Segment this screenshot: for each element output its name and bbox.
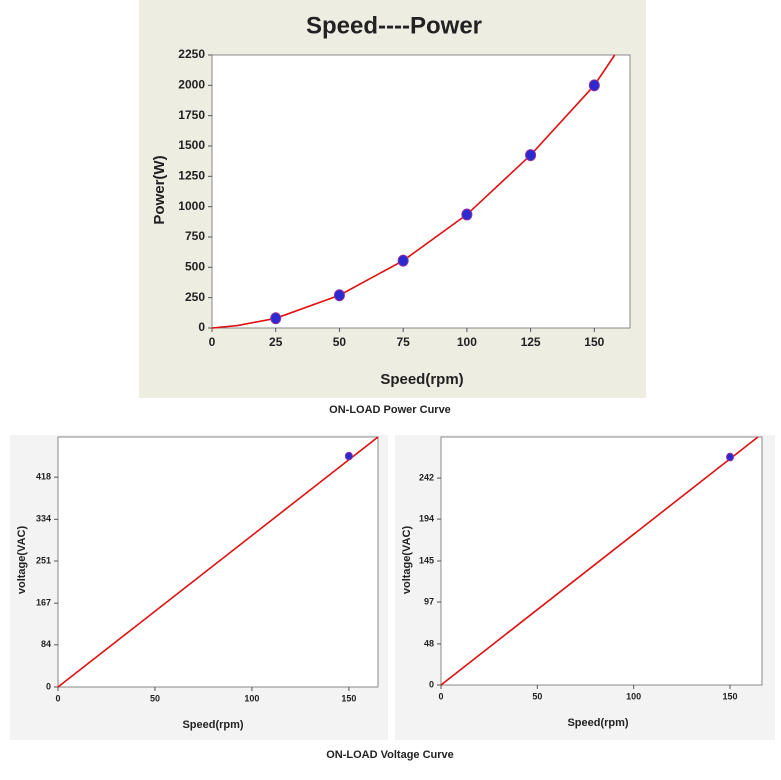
caption: ON-LOAD Voltage Curve	[326, 749, 454, 761]
y-tick-label: 500	[185, 260, 205, 274]
x-axis-label: Speed(rpm)	[567, 717, 628, 729]
x-tick-label: 100	[457, 335, 477, 349]
chart-title: Speed----Power	[306, 12, 482, 39]
x-tick-label: 125	[521, 335, 541, 349]
plot-area	[211, 54, 631, 329]
x-tick-label: 150	[584, 335, 604, 349]
y-tick-label: 0	[429, 679, 434, 689]
y-tick-label: 0	[46, 681, 51, 691]
y-tick-label: 2250	[178, 47, 205, 61]
y-tick-label: 167	[36, 598, 51, 608]
y-tick-label: 0	[198, 320, 205, 334]
x-tick-label: 50	[150, 693, 160, 703]
data-point	[270, 312, 282, 325]
data-point	[726, 452, 735, 462]
curve	[57, 436, 379, 688]
y-tick-label: 1500	[178, 138, 205, 152]
y-tick-label: 48	[424, 638, 434, 648]
y-tick-label: 250	[185, 290, 205, 304]
x-tick-label: 0	[438, 691, 443, 701]
y-tick-label: 750	[185, 229, 205, 243]
y-axis-label: Power(W)	[151, 155, 168, 224]
x-tick-label: 50	[532, 691, 542, 701]
data-point	[344, 451, 353, 461]
x-axis-label: Speed(rpm)	[380, 371, 463, 388]
x-tick-label: 100	[626, 691, 641, 701]
x-tick-label: 150	[723, 691, 738, 701]
y-tick-label: 334	[36, 514, 51, 524]
x-tick-label: 100	[244, 693, 259, 703]
y-tick-label: 2000	[178, 78, 205, 92]
x-tick-label: 25	[269, 335, 283, 349]
x-tick-label: 0	[209, 335, 216, 349]
y-tick-label: 1000	[178, 199, 205, 213]
x-tick-label: 50	[333, 335, 347, 349]
data-point	[588, 79, 600, 92]
x-tick-label: 150	[341, 693, 356, 703]
y-tick-label: 145	[419, 555, 434, 565]
caption: ON-LOAD Power Curve	[329, 404, 451, 416]
x-tick-label: 0	[55, 693, 60, 703]
x-tick-label: 75	[396, 335, 410, 349]
y-tick-label: 194	[419, 513, 434, 523]
x-axis-label: Speed(rpm)	[182, 719, 243, 731]
data-point	[525, 149, 537, 162]
y-axis-label: voltage(VAC)	[401, 526, 413, 595]
y-tick-label: 242	[419, 472, 434, 482]
y-tick-label: 84	[41, 639, 51, 649]
y-tick-label: 1750	[178, 108, 205, 122]
data-point	[397, 254, 409, 267]
curve	[440, 436, 759, 686]
y-tick-label: 1250	[178, 169, 205, 183]
data-point	[333, 289, 345, 302]
data-point	[461, 208, 473, 221]
y-tick-label: 251	[36, 555, 51, 565]
y-axis-label: voltage(VAC)	[16, 526, 28, 595]
y-tick-label: 97	[424, 596, 434, 606]
y-tick-label: 418	[36, 472, 51, 482]
